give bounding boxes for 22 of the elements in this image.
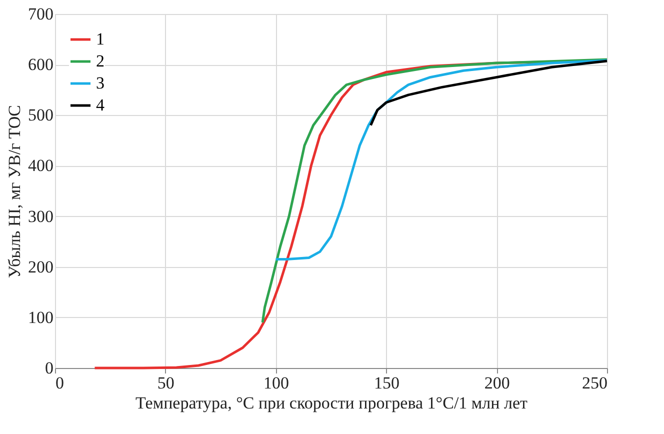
y-tick-label: 500 xyxy=(28,106,54,125)
y-tick-label: 300 xyxy=(28,206,54,226)
y-tick-label: 200 xyxy=(28,257,54,276)
x-tick-label: 250 xyxy=(582,374,608,392)
line-series xyxy=(369,60,608,127)
y-tick-label: 600 xyxy=(28,55,54,74)
x-tick-label: 200 xyxy=(484,374,510,392)
legend-label: 4 xyxy=(96,96,105,114)
x-tick-label: 50 xyxy=(157,374,174,392)
line-series xyxy=(274,59,608,261)
legend-label: 2 xyxy=(96,52,104,70)
x-tick-label: 150 xyxy=(374,374,400,392)
y-tick-label: 0 xyxy=(45,358,54,378)
line-series xyxy=(261,58,608,324)
legend-label: 3 xyxy=(96,74,104,92)
y-tick-label: 100 xyxy=(28,308,54,327)
x-axis-title: Температура, °C при скорости прогрева 1°C/1 млн лет xyxy=(136,394,528,412)
y-tick-label: 400 xyxy=(28,156,54,176)
y-axis-title: Убыль HI, мг УВ/г TOC xyxy=(5,105,24,278)
legend-label: 1 xyxy=(96,30,104,48)
y-tick-label: 700 xyxy=(28,4,54,24)
x-tick-label: 100 xyxy=(264,374,290,392)
